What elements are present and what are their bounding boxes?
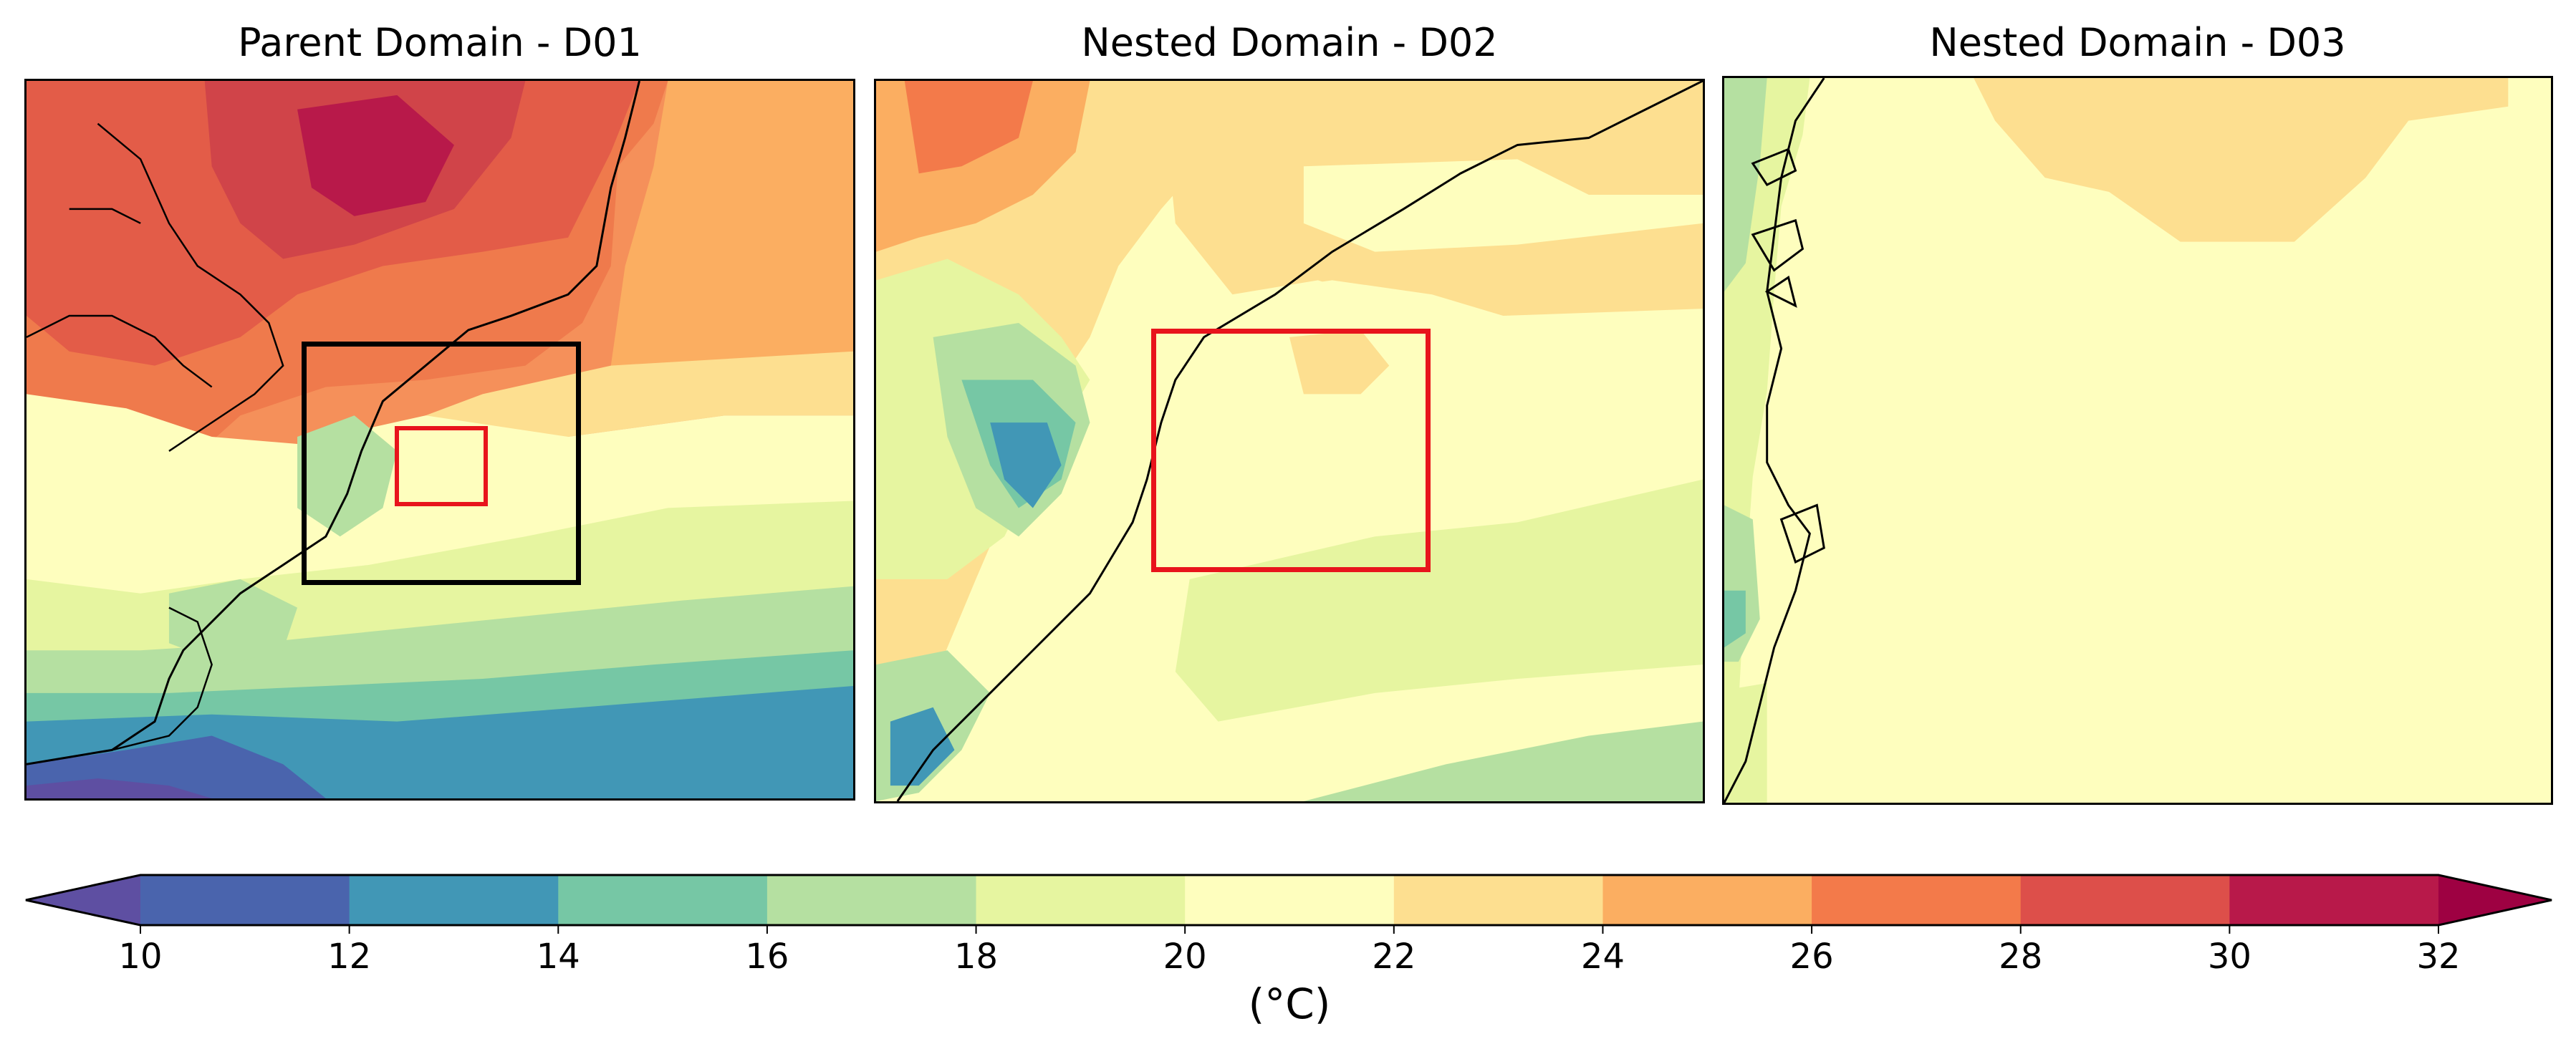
colorbar-segment xyxy=(558,875,768,925)
colorbar-segment xyxy=(140,875,350,925)
nested-box-d03-outline xyxy=(395,426,488,506)
colorbar-extend-under xyxy=(26,875,140,925)
temperature-field-d02 xyxy=(876,81,1703,801)
colorbar-tick-label: 30 xyxy=(2207,937,2251,977)
colorbar-segment xyxy=(2020,875,2230,925)
nested-box-d02-outline xyxy=(302,342,581,585)
colorbar-segment xyxy=(766,875,977,925)
colorbar-segment xyxy=(1602,875,1812,925)
colorbar-segment xyxy=(1812,875,2022,925)
colorbar-extend-over xyxy=(2438,875,2552,925)
colorbar-segment xyxy=(349,875,559,925)
colorbar-tick-label: 18 xyxy=(953,937,999,977)
map-panel-d02 xyxy=(874,79,1705,803)
colorbar-segment xyxy=(2229,875,2439,925)
colorbar-tick-label: 32 xyxy=(2416,937,2461,977)
colorbar-tick-label: 14 xyxy=(536,937,580,977)
colorbar-segment xyxy=(1185,875,1395,925)
colorbar-tick-label: 26 xyxy=(1789,937,1834,977)
panel-title-d03: Nested Domain - D03 xyxy=(1929,20,2346,65)
colorbar-tick-label: 28 xyxy=(1999,937,2043,977)
colorbar-unit-label: (°C) xyxy=(1248,980,1331,1028)
colorbar-tick-label: 10 xyxy=(118,937,163,977)
nested-box-d03-outline xyxy=(1151,329,1431,572)
colorbar-segment xyxy=(976,875,1186,925)
panel-title-d02: Nested Domain - D02 xyxy=(1081,20,1498,65)
colorbar-tick-label: 24 xyxy=(1580,937,1625,977)
colorbar-tick-label: 22 xyxy=(1372,937,1416,977)
colorbar-segment xyxy=(1393,875,1603,925)
panel-title-d01: Parent Domain - D01 xyxy=(238,20,642,65)
temperature-field-d01 xyxy=(27,81,853,798)
map-panel-d01 xyxy=(24,79,855,801)
temperature-field-d03 xyxy=(1724,78,2551,803)
map-panel-d03 xyxy=(1722,76,2553,805)
colorbar-tick-label: 16 xyxy=(745,937,789,977)
colorbar-tick-label: 12 xyxy=(327,937,372,977)
colorbar-tick-label: 20 xyxy=(1163,937,1207,977)
colorbar-outline xyxy=(25,874,2552,927)
